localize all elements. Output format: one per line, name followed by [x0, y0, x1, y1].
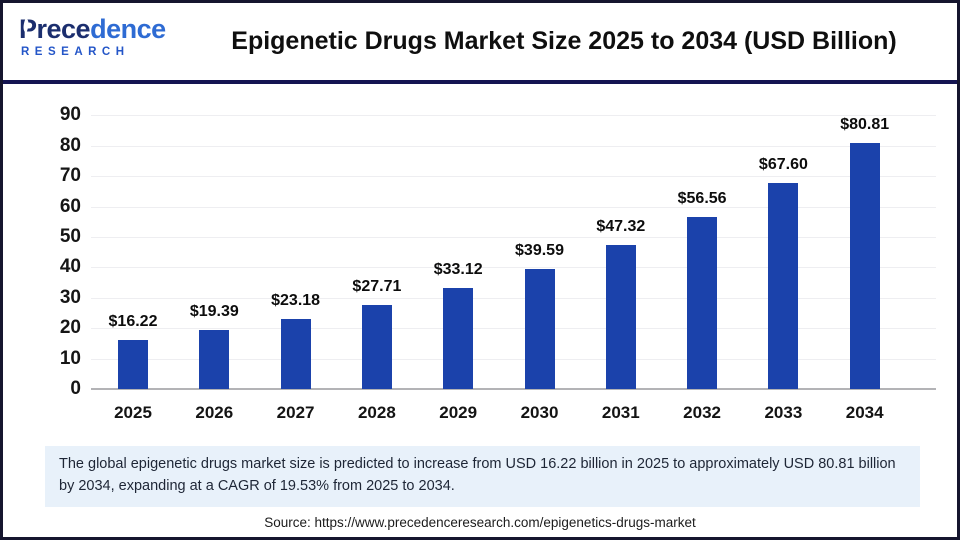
bar-2034	[849, 143, 880, 389]
y-axis-tick-label: 90	[59, 104, 81, 126]
value-label-2031: $47.32	[596, 218, 646, 236]
y-axis-tick-label: 10	[59, 347, 81, 369]
bar-chart: 0 10 20 30 40 50 60 70 80 90 $16.22 2025 $19.39 2026 $…	[3, 85, 957, 435]
bar-2029	[443, 288, 474, 389]
value-label-2034: $80.81	[840, 116, 890, 134]
logo-subtitle: RESEARCH	[21, 46, 130, 58]
bar-2033	[768, 183, 799, 389]
gridline	[91, 267, 936, 269]
y-axis-tick-label: 0	[70, 378, 81, 399]
gridline	[91, 145, 936, 147]
value-label-2027: $23.18	[271, 291, 321, 309]
gridline	[91, 115, 936, 117]
summary-note: The global epigenetic drugs market size …	[45, 446, 920, 507]
value-label-2026: $19.39	[189, 303, 239, 321]
y-axis-tick-label: 60	[59, 195, 81, 217]
gridline	[91, 206, 936, 208]
x-axis-label-2032: 2032	[683, 403, 721, 422]
source-line: Source: https://www.precedenceresearch.c…	[264, 515, 696, 530]
bar-2032	[687, 217, 718, 389]
bar-2030	[524, 268, 555, 389]
chart-title: Epigenetic Drugs Market Size 2025 to 203…	[231, 27, 897, 55]
x-axis-label-2033: 2033	[764, 403, 803, 422]
gridline	[91, 176, 936, 178]
x-axis-label-2027: 2027	[276, 403, 315, 422]
x-axis-label-2031: 2031	[601, 403, 640, 422]
x-axis-label-2034: 2034	[845, 403, 884, 422]
header: Precedence RESEARCH Epigenetic Drugs Mar…	[3, 3, 957, 84]
gridline	[91, 358, 936, 360]
logo-text-prece: Prece	[19, 14, 91, 44]
value-label-2025: $16.22	[108, 312, 158, 330]
value-label-2030: $39.59	[515, 241, 564, 259]
logo-wordmark: Precedence	[19, 16, 166, 43]
value-label-2032: $56.56	[677, 190, 727, 208]
value-label-2033: $67.60	[758, 156, 808, 174]
y-axis-tick-label: 30	[59, 286, 81, 308]
x-axis-label-2029: 2029	[439, 403, 478, 422]
y-axis-tick-label: 50	[59, 226, 81, 247]
bar-2027	[280, 318, 311, 389]
value-label-2029: $33.12	[433, 261, 483, 279]
y-axis-tick-label: 40	[59, 256, 81, 278]
y-axis-tick-label: 80	[59, 134, 81, 156]
gridline	[91, 237, 936, 238]
x-axis-label-2025: 2025	[114, 403, 152, 422]
y-axis-tick-label: 20	[59, 317, 81, 339]
x-axis-baseline	[91, 388, 936, 390]
bar-2028	[361, 304, 392, 389]
x-axis-label-2030: 2030	[520, 403, 559, 422]
precedence-research-logo: Precedence RESEARCH	[19, 16, 166, 59]
x-axis-label-2028: 2028	[357, 403, 396, 422]
bar-2026	[199, 330, 230, 389]
gridline	[91, 328, 936, 330]
bar-2025	[118, 339, 148, 389]
y-axis-tick-label: 70	[59, 165, 81, 187]
bar-2031	[605, 245, 636, 389]
logo-text-dence: dence	[90, 14, 166, 44]
x-axis-label-2026: 2026	[195, 403, 234, 422]
value-label-2028: $27.71	[352, 277, 402, 295]
gridline	[91, 297, 936, 299]
